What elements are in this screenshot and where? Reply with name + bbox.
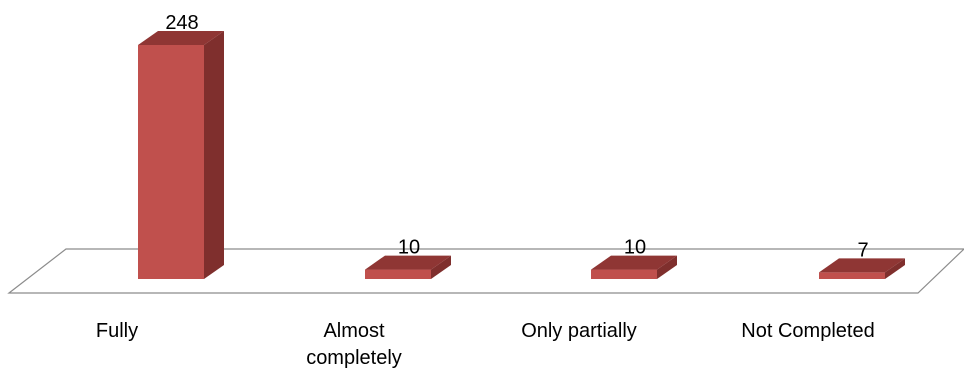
category-label: Only partially [521, 320, 637, 342]
category-label-line: Almost [323, 320, 385, 342]
bar-3 [591, 255, 677, 279]
bar-side-face [657, 255, 677, 279]
bar-top-face [819, 258, 905, 273]
data-label: 10 [624, 237, 646, 259]
bar-front-face [819, 272, 885, 279]
category-label: Not Completed [741, 320, 874, 342]
bar-1 [138, 31, 224, 279]
bars-group [138, 31, 905, 279]
bar-front-face [591, 269, 657, 279]
bar-top-face [365, 255, 451, 270]
bar-2 [365, 255, 451, 279]
category-label-line: completely [306, 347, 402, 369]
bar-front-face [365, 269, 431, 279]
bar-4 [819, 258, 905, 279]
data-label: 7 [857, 239, 868, 261]
category-label-line: Fully [96, 320, 138, 342]
bar-top-face [138, 31, 224, 45]
data-label: 10 [398, 237, 420, 259]
category-label-line: Only partially [521, 320, 637, 342]
bar-top-face [591, 255, 677, 270]
bar-side-face [431, 255, 451, 279]
data-label: 248 [165, 12, 198, 34]
bar-side-face [204, 31, 224, 279]
category-label: Almost completely [306, 320, 402, 369]
chart-floor [7, 248, 964, 294]
category-label: Fully [96, 320, 138, 342]
data-labels-group: 248 10 10 7 [165, 12, 868, 261]
bar-front-face [138, 45, 204, 279]
bar-side-face [885, 258, 905, 279]
category-label-line: Not Completed [741, 320, 874, 342]
category-labels-group: Fully Almost completely Only partially Not C… [96, 320, 875, 369]
